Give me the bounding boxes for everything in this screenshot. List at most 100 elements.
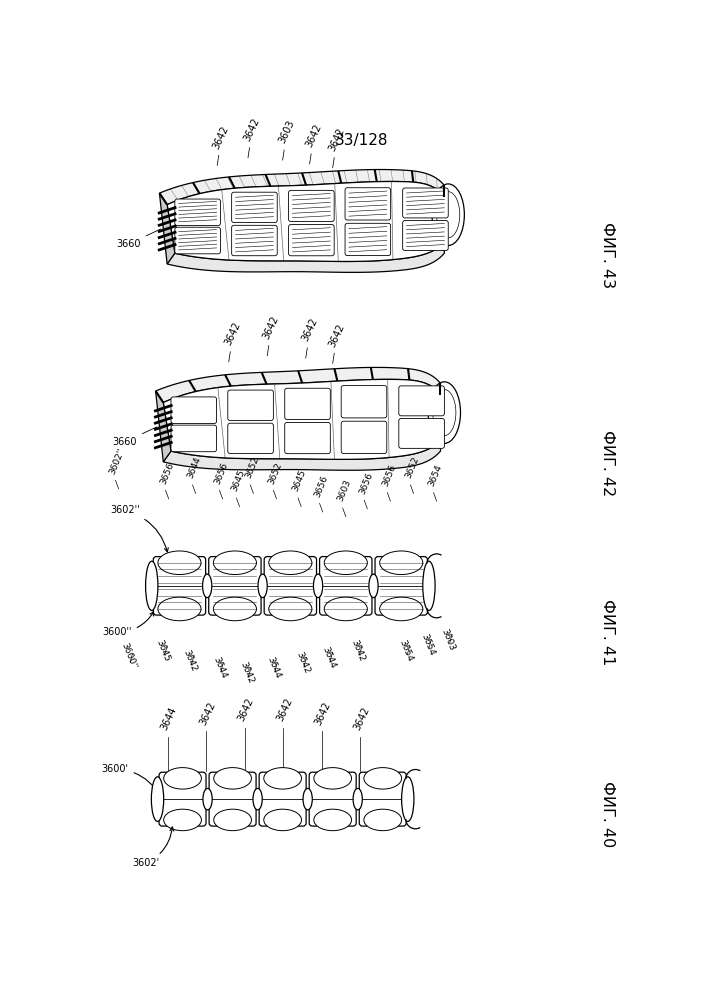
Text: 3642: 3642 [211,124,230,150]
Ellipse shape [214,768,252,789]
Text: 3642: 3642 [300,316,320,343]
Ellipse shape [151,777,164,821]
Ellipse shape [253,788,262,810]
Ellipse shape [380,597,423,621]
Ellipse shape [264,809,301,831]
Text: 3603: 3603 [440,627,457,652]
FancyBboxPatch shape [232,192,277,223]
FancyBboxPatch shape [341,386,387,418]
Polygon shape [163,441,440,470]
Polygon shape [160,170,444,205]
Text: 3656: 3656 [380,463,397,488]
FancyBboxPatch shape [228,390,274,420]
Ellipse shape [158,597,201,621]
Text: 3642: 3642 [304,122,323,149]
Ellipse shape [203,788,212,810]
Text: 3645: 3645 [291,469,308,493]
FancyBboxPatch shape [285,422,330,454]
Text: 3600'': 3600'' [103,612,153,637]
Text: 3642: 3642 [327,126,346,153]
FancyBboxPatch shape [285,388,330,419]
FancyBboxPatch shape [403,188,448,218]
FancyBboxPatch shape [345,188,391,220]
Text: 3656: 3656 [158,461,175,485]
Text: 3642: 3642 [262,314,281,341]
Ellipse shape [369,574,378,598]
Ellipse shape [203,574,212,598]
Ellipse shape [313,574,322,598]
Ellipse shape [258,574,267,598]
Text: 3642: 3642 [350,639,366,663]
Ellipse shape [303,788,312,810]
Text: 3654: 3654 [426,463,443,488]
Ellipse shape [158,551,201,575]
Ellipse shape [325,551,368,575]
Polygon shape [167,243,444,272]
Text: 3602'': 3602'' [107,446,127,475]
Ellipse shape [432,184,464,246]
FancyBboxPatch shape [359,772,407,826]
FancyBboxPatch shape [345,223,391,256]
Text: ФИГ. 43: ФИГ. 43 [600,222,615,288]
Text: 3602'': 3602'' [110,505,168,552]
FancyBboxPatch shape [399,418,445,448]
Text: 3600'': 3600'' [119,642,138,671]
Ellipse shape [428,382,460,443]
Ellipse shape [423,561,435,610]
FancyBboxPatch shape [264,557,317,615]
Ellipse shape [164,809,201,831]
Text: 3644: 3644 [265,656,282,680]
Ellipse shape [264,768,301,789]
Text: 3656: 3656 [357,471,374,495]
Text: 3654: 3654 [397,639,414,663]
Text: 3656: 3656 [312,474,329,499]
FancyBboxPatch shape [153,557,206,615]
Text: 3660: 3660 [112,427,157,447]
Text: 3644: 3644 [211,656,228,680]
Ellipse shape [364,809,402,831]
FancyBboxPatch shape [228,423,274,454]
FancyBboxPatch shape [309,772,356,826]
Ellipse shape [214,809,252,831]
Text: 3656: 3656 [213,461,230,485]
FancyBboxPatch shape [171,397,216,423]
Ellipse shape [269,597,312,621]
FancyBboxPatch shape [175,199,221,226]
Polygon shape [156,391,171,462]
FancyBboxPatch shape [209,557,261,615]
FancyBboxPatch shape [288,225,334,256]
Ellipse shape [364,768,402,789]
Ellipse shape [214,597,257,621]
Text: 3642: 3642 [313,700,333,726]
Text: 3660: 3660 [117,229,160,249]
Text: ФИГ. 42: ФИГ. 42 [600,430,615,496]
FancyBboxPatch shape [259,772,306,826]
Text: 3642: 3642 [182,648,199,673]
FancyBboxPatch shape [175,227,221,254]
Ellipse shape [146,561,158,610]
Text: 3644: 3644 [186,456,202,480]
Text: 3642: 3642 [223,320,243,347]
Text: 3644: 3644 [320,645,337,669]
Polygon shape [167,181,444,261]
Ellipse shape [269,551,312,575]
Text: 3642: 3642 [198,700,217,726]
FancyBboxPatch shape [341,421,387,453]
Text: 3645: 3645 [155,639,172,663]
Polygon shape [160,193,175,264]
Text: 33/128: 33/128 [335,133,389,148]
Ellipse shape [325,597,368,621]
FancyBboxPatch shape [288,190,334,222]
Ellipse shape [164,768,201,789]
Text: 3642: 3642 [242,116,262,143]
FancyBboxPatch shape [403,221,448,250]
Text: 3603: 3603 [276,119,296,145]
Text: 3642: 3642 [239,660,256,685]
Ellipse shape [314,768,351,789]
Text: 3602': 3602' [132,827,174,868]
FancyBboxPatch shape [209,772,256,826]
Text: 3652: 3652 [243,455,260,480]
Text: 3642: 3642 [327,322,346,348]
Polygon shape [163,379,440,459]
Ellipse shape [314,809,351,831]
